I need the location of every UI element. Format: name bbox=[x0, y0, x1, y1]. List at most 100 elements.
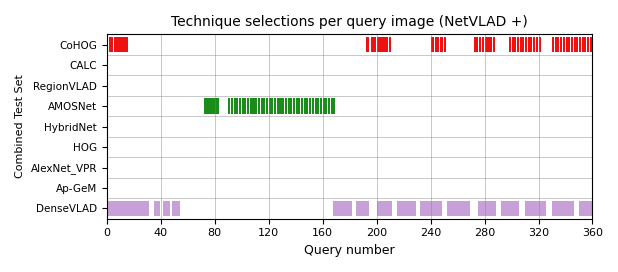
Bar bbox=[337, 201, 339, 216]
Bar bbox=[114, 37, 116, 52]
Bar bbox=[452, 201, 454, 216]
Bar bbox=[565, 201, 567, 216]
Bar bbox=[279, 98, 282, 114]
Bar bbox=[510, 201, 512, 216]
Bar bbox=[155, 201, 158, 216]
Bar bbox=[214, 98, 217, 114]
Bar bbox=[557, 37, 559, 52]
Bar bbox=[570, 201, 572, 216]
Bar bbox=[400, 201, 402, 216]
Bar bbox=[117, 37, 120, 52]
Bar bbox=[434, 201, 437, 216]
Bar bbox=[315, 98, 316, 114]
Bar bbox=[434, 37, 437, 52]
Bar bbox=[454, 201, 455, 216]
Bar bbox=[367, 37, 369, 52]
Bar bbox=[580, 201, 582, 216]
Bar bbox=[430, 201, 431, 216]
Bar bbox=[127, 201, 129, 216]
Bar bbox=[140, 201, 143, 216]
Bar bbox=[431, 37, 433, 52]
Bar bbox=[331, 98, 332, 114]
Bar bbox=[555, 37, 557, 52]
Bar bbox=[357, 201, 358, 216]
Bar bbox=[528, 201, 530, 216]
Bar bbox=[568, 201, 570, 216]
Bar bbox=[449, 201, 452, 216]
Bar bbox=[376, 201, 379, 216]
Bar bbox=[347, 201, 349, 216]
Bar bbox=[509, 37, 511, 52]
Bar bbox=[493, 37, 494, 52]
Bar bbox=[582, 37, 584, 52]
Bar bbox=[489, 201, 491, 216]
Bar bbox=[231, 98, 233, 114]
Bar bbox=[139, 201, 141, 216]
Bar bbox=[157, 201, 159, 216]
Bar bbox=[250, 98, 252, 114]
Bar bbox=[478, 201, 480, 216]
Bar bbox=[587, 37, 589, 52]
Bar bbox=[467, 201, 469, 216]
Bar bbox=[307, 98, 308, 114]
Bar bbox=[455, 201, 457, 216]
Bar bbox=[111, 37, 113, 52]
Bar bbox=[563, 37, 565, 52]
Bar bbox=[517, 201, 519, 216]
Bar bbox=[436, 201, 438, 216]
Bar bbox=[421, 201, 423, 216]
Bar bbox=[290, 98, 292, 114]
Bar bbox=[317, 98, 320, 114]
Bar bbox=[132, 201, 135, 216]
Bar bbox=[486, 201, 488, 216]
Bar bbox=[124, 37, 126, 52]
Bar bbox=[277, 98, 279, 114]
Bar bbox=[362, 201, 364, 216]
Bar bbox=[501, 201, 503, 216]
X-axis label: Query number: Query number bbox=[304, 244, 395, 257]
Bar bbox=[304, 98, 306, 114]
Bar bbox=[112, 201, 114, 216]
Bar bbox=[485, 37, 486, 52]
Bar bbox=[504, 201, 506, 216]
Bar bbox=[295, 98, 298, 114]
Bar bbox=[541, 201, 543, 216]
Bar bbox=[402, 201, 404, 216]
Bar bbox=[582, 201, 584, 216]
Bar bbox=[468, 201, 470, 216]
Bar bbox=[363, 201, 365, 216]
Bar bbox=[553, 201, 556, 216]
Bar bbox=[572, 201, 574, 216]
Bar bbox=[565, 37, 567, 52]
Bar bbox=[502, 201, 504, 216]
Bar bbox=[379, 201, 381, 216]
Bar bbox=[121, 201, 122, 216]
Bar bbox=[340, 201, 342, 216]
Bar bbox=[428, 201, 430, 216]
Bar bbox=[383, 201, 386, 216]
Bar bbox=[410, 201, 412, 216]
Bar bbox=[591, 201, 593, 216]
Bar bbox=[552, 201, 554, 216]
Bar bbox=[218, 98, 219, 114]
Bar bbox=[285, 98, 287, 114]
Bar bbox=[476, 37, 478, 52]
Bar bbox=[544, 201, 546, 216]
Bar bbox=[440, 37, 442, 52]
Y-axis label: Combined Test Set: Combined Test Set bbox=[15, 75, 25, 178]
Bar bbox=[527, 201, 528, 216]
Bar bbox=[158, 201, 160, 216]
Bar bbox=[462, 201, 464, 216]
Bar bbox=[124, 201, 126, 216]
Bar bbox=[206, 98, 209, 114]
Bar bbox=[398, 201, 400, 216]
Bar bbox=[564, 201, 566, 216]
Bar bbox=[571, 37, 573, 52]
Bar bbox=[408, 201, 410, 216]
Bar bbox=[525, 201, 527, 216]
Bar bbox=[490, 201, 492, 216]
Bar bbox=[242, 98, 243, 114]
Bar bbox=[514, 201, 516, 216]
Bar bbox=[374, 37, 376, 52]
Bar bbox=[293, 98, 295, 114]
